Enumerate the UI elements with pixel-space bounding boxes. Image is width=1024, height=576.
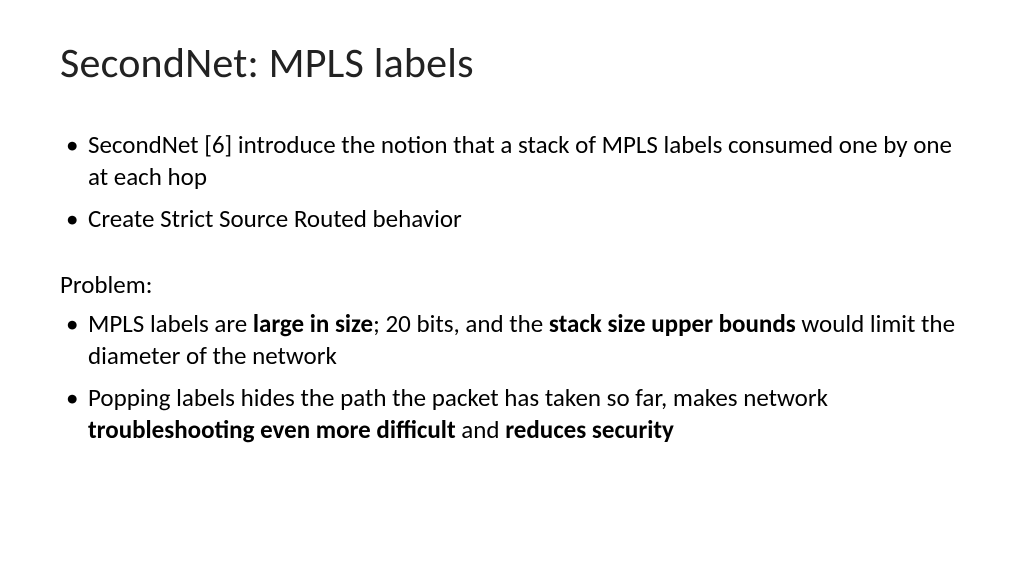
bullet-list-2: MPLS labels are large in size; 20 bits, … — [60, 308, 964, 446]
bullet-text-part: and — [456, 414, 506, 445]
bullet-text-part: ; 20 bits, and the — [373, 308, 549, 339]
bullet-text-part: MPLS labels are — [88, 308, 253, 339]
slide: SecondNet: MPLS labels SecondNet [6] int… — [0, 0, 1024, 576]
bullet-list-1: SecondNet [6] introduce the notion that … — [60, 129, 964, 235]
list-item: SecondNet [6] introduce the notion that … — [60, 129, 964, 193]
bullet-bold: large in size — [253, 308, 373, 339]
bullet-bold: troubleshooting even more difficult — [88, 414, 456, 445]
list-item: MPLS labels are large in size; 20 bits, … — [60, 308, 964, 372]
bullet-text: SecondNet [6] introduce the notion that … — [88, 129, 952, 192]
bullet-text: Create Strict Source Routed behavior — [88, 203, 462, 234]
bullet-bold: stack size upper bounds — [549, 308, 796, 339]
problem-label: Problem: — [60, 269, 964, 300]
list-item: Popping labels hides the path the packet… — [60, 382, 964, 446]
list-item: Create Strict Source Routed behavior — [60, 203, 964, 235]
slide-title: SecondNet: MPLS labels — [60, 38, 964, 89]
bullet-text-part: Popping labels hides the path the packet… — [88, 382, 828, 413]
bullet-bold: reduces security — [505, 414, 674, 445]
